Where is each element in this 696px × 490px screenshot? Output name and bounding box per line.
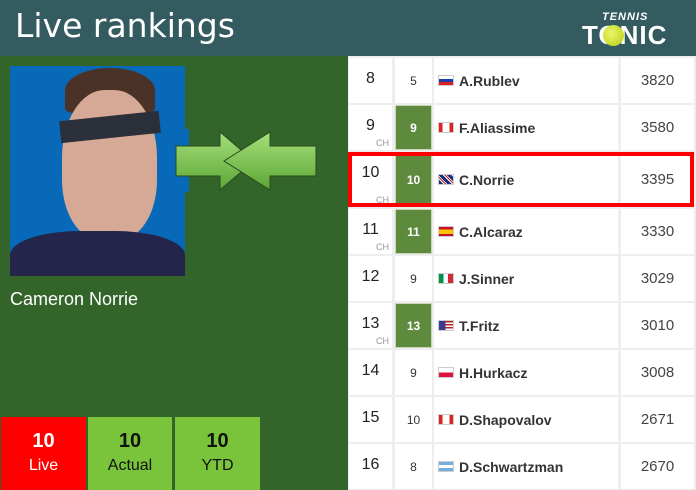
rankings-table: 8 5 A.Rublev 3820 9 CH 9 F.Aliassime 3580… — [348, 56, 696, 490]
italy-flag-icon — [438, 273, 454, 284]
arrows-converging-icon — [175, 130, 317, 192]
canada-flag-icon — [438, 414, 454, 425]
rank-cell: 12 — [349, 256, 392, 301]
player-cell[interactable]: C.Alcaraz — [434, 209, 618, 254]
player-name-link[interactable]: C.Alcaraz — [459, 223, 523, 240]
previous-rank-cell: 11 — [395, 209, 432, 254]
argentina-flag-icon — [438, 461, 454, 472]
player-name-link[interactable]: T.Fritz — [459, 317, 500, 334]
rank-cell: 11 CH — [349, 209, 392, 254]
ranking-row[interactable]: 11 CH 11 C.Alcaraz 3330 — [348, 209, 696, 254]
player-name-link[interactable]: D.Shapovalov — [459, 411, 552, 428]
previous-rank-cell: 9 — [395, 256, 432, 301]
poland-flag-icon — [438, 367, 454, 378]
logo-text-small: TENNIS — [602, 11, 649, 23]
previous-rank-cell: 8 — [395, 444, 432, 489]
points-cell: 3330 — [621, 209, 694, 254]
rank-cell: 13 CH — [349, 303, 392, 348]
tennis-tonic-logo[interactable]: TENNIS TONIC — [580, 9, 680, 50]
rank-value: 10 — [361, 164, 380, 181]
rank-value: 8 — [366, 70, 375, 87]
player-cell[interactable]: J.Sinner — [434, 256, 618, 301]
points-cell: 3820 — [621, 58, 694, 103]
points-cell: 3029 — [621, 256, 694, 301]
rank-value: 9 — [366, 117, 375, 134]
rank-value: 16 — [361, 456, 380, 473]
previous-rank-cell: 10 — [395, 152, 432, 207]
ranking-row[interactable]: 12 9 J.Sinner 3029 — [348, 256, 696, 301]
career-high-label: CH — [376, 195, 389, 205]
player-name-link[interactable]: F.Aliassime — [459, 119, 536, 136]
spain-flag-icon — [438, 226, 454, 237]
russia-flag-icon — [438, 75, 454, 86]
previous-rank-cell: 13 — [395, 303, 432, 348]
ranking-row[interactable]: 15 10 D.Shapovalov 2671 — [348, 397, 696, 442]
player-name-link[interactable]: A.Rublev — [459, 72, 520, 89]
rank-cell: 14 — [349, 350, 392, 395]
ranking-row[interactable]: 10 CH 10 C.Norrie 3395 — [348, 152, 696, 207]
points-cell: 3008 — [621, 350, 694, 395]
live-rank-value: 10 — [32, 430, 55, 452]
ranking-row[interactable]: 13 CH 13 T.Fritz 3010 — [348, 303, 696, 348]
career-high-label: CH — [376, 242, 389, 252]
player-cell[interactable]: D.Shapovalov — [434, 397, 618, 442]
points-cell: 2671 — [621, 397, 694, 442]
ranking-row[interactable]: 16 8 D.Schwartzman 2670 — [348, 444, 696, 489]
player-name-link[interactable]: D.Schwartzman — [459, 458, 564, 475]
ytd-rank-label: YTD — [201, 457, 234, 474]
actual-rank-box: 10 Actual — [88, 417, 172, 490]
ranking-row[interactable]: 8 5 A.Rublev 3820 — [348, 58, 696, 103]
rank-cell: 16 — [349, 444, 392, 489]
rank-value: 11 — [362, 221, 379, 238]
logo-text-big: TONIC — [582, 20, 668, 50]
live-rank-box: 10 Live — [1, 417, 86, 490]
usa-flag-icon — [438, 320, 454, 331]
player-cell[interactable]: A.Rublev — [434, 58, 618, 103]
player-cell[interactable]: D.Schwartzman — [434, 444, 618, 489]
live-rank-label: Live — [28, 457, 59, 474]
rank-value: 13 — [361, 315, 380, 332]
actual-rank-label: Actual — [107, 457, 153, 474]
player-name-link[interactable]: H.Hurkacz — [459, 364, 528, 381]
previous-rank-cell: 5 — [395, 58, 432, 103]
previous-rank-cell: 9 — [395, 350, 432, 395]
player-cell[interactable]: C.Norrie — [434, 152, 618, 207]
rank-cell: 9 CH — [349, 105, 392, 150]
points-cell: 2670 — [621, 444, 694, 489]
career-high-label: CH — [376, 336, 389, 346]
ranking-row[interactable]: 14 9 H.Hurkacz 3008 — [348, 350, 696, 395]
ranking-row[interactable]: 9 CH 9 F.Aliassime 3580 — [348, 105, 696, 150]
player-name-link[interactable]: C.Norrie — [459, 171, 515, 188]
rank-cell: 10 CH — [349, 152, 392, 207]
previous-rank-cell: 10 — [395, 397, 432, 442]
points-cell: 3395 — [621, 152, 694, 207]
rank-value: 15 — [361, 409, 380, 426]
uk-flag-icon — [438, 174, 454, 185]
points-cell: 3580 — [621, 105, 694, 150]
ytd-rank-box: 10 YTD — [175, 417, 260, 490]
points-cell: 3010 — [621, 303, 694, 348]
player-photo — [10, 66, 185, 276]
page-title: Live rankings — [15, 6, 235, 45]
canada-flag-icon — [438, 122, 454, 133]
player-cell[interactable]: T.Fritz — [434, 303, 618, 348]
rank-cell: 15 — [349, 397, 392, 442]
career-high-label: CH — [376, 138, 389, 148]
rank-value: 12 — [361, 268, 380, 285]
ytd-rank-value: 10 — [206, 430, 229, 452]
actual-rank-value: 10 — [118, 430, 142, 452]
player-name: Cameron Norrie — [10, 289, 139, 309]
rank-cell: 8 — [349, 58, 392, 103]
player-cell[interactable]: F.Aliassime — [434, 105, 618, 150]
tennis-ball-icon — [603, 25, 624, 46]
previous-rank-cell: 9 — [395, 105, 432, 150]
player-cell[interactable]: H.Hurkacz — [434, 350, 618, 395]
player-name-link[interactable]: J.Sinner — [459, 270, 515, 287]
header-bar: Live rankings TENNIS TONIC — [0, 0, 696, 56]
rank-value: 14 — [361, 362, 380, 379]
